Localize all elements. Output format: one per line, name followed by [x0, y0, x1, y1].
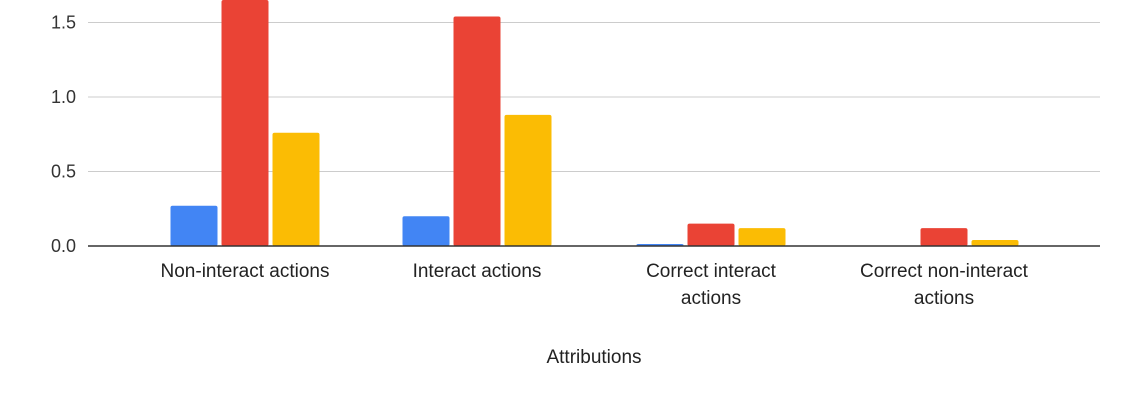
- bars: [170, 0, 1019, 247]
- y-axis-tick-labels: 0.0 0.5 1.0 1.5: [51, 13, 76, 257]
- bar: [453, 16, 501, 247]
- bar: [504, 114, 552, 246]
- bar: [221, 0, 269, 246]
- x-axis-category-labels: Non-interact actions Interact actions Corr…: [161, 261, 1029, 309]
- bar: [402, 216, 450, 246]
- bar: [687, 223, 735, 246]
- bar: [738, 228, 786, 246]
- x-category-label: Interact actions: [413, 261, 542, 282]
- x-axis-title: Attributions: [546, 347, 641, 368]
- y-tick-label: 1.5: [51, 13, 76, 33]
- y-tick-label: 0.5: [51, 162, 76, 182]
- bar: [971, 240, 1019, 246]
- x-category-label: Correct non-interact: [860, 261, 1029, 282]
- y-tick-label: 1.0: [51, 87, 76, 107]
- x-category-label: actions: [681, 288, 741, 309]
- x-category-label: Non-interact actions: [161, 261, 330, 282]
- x-category-label: actions: [914, 288, 974, 309]
- bar: [920, 228, 968, 246]
- bar: [170, 205, 218, 246]
- bar: [272, 132, 320, 246]
- y-tick-label: 0.0: [51, 236, 76, 256]
- x-category-label: Correct interact: [646, 261, 777, 282]
